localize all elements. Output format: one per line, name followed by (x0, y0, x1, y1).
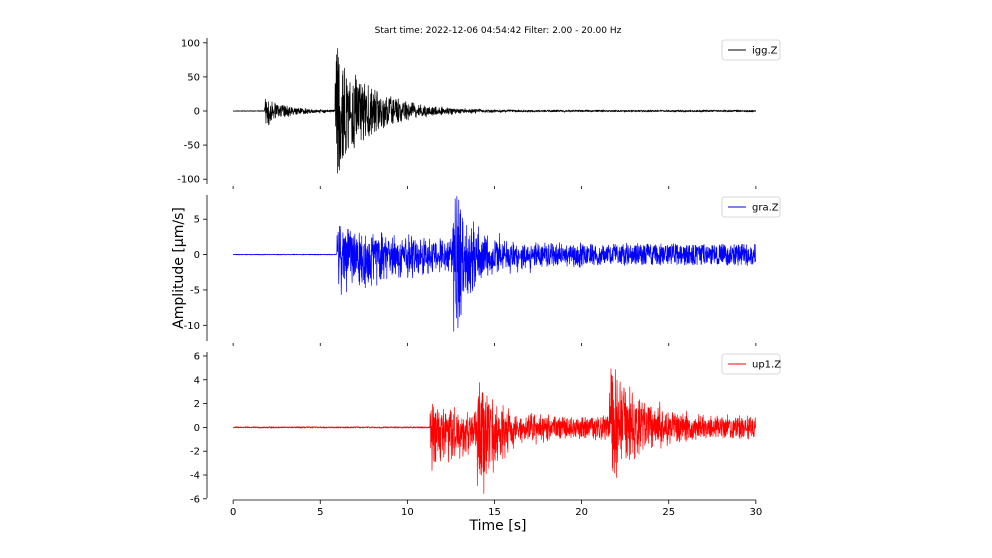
y-tick-label: 6 (194, 351, 200, 362)
y-axis-label: Amplitude [μm/s] (171, 207, 187, 329)
y-tick-label: -6 (190, 494, 200, 505)
panel-gra: 5 0 -5 -10 gra.Z (184, 195, 781, 346)
y-tick-label: 50 (187, 72, 200, 83)
x-axis: 0 5 10 15 20 25 30 (230, 499, 762, 518)
legend-box (721, 353, 781, 375)
y-tick-label: 0 (194, 250, 200, 261)
y-tick-label: 0 (194, 423, 200, 434)
y-tick-label: -5 (190, 285, 200, 296)
y-tick-label: 100 (181, 38, 200, 49)
x-tick-label: 15 (488, 507, 501, 518)
legend-label: gra.Z (752, 203, 779, 214)
y-tick-label: -50 (184, 141, 200, 152)
x-tick-label: 20 (575, 507, 588, 518)
trace-igg-z (232, 48, 756, 174)
x-tick-label: 10 (401, 507, 414, 518)
y-tick-label: 5 (194, 215, 200, 226)
x-axis-label: Time [s] (469, 518, 527, 534)
y-tick-label: -10 (184, 321, 200, 332)
panel-igg: 100 50 0 -50 -100 igg.Z (177, 38, 781, 189)
trace-up1-z (233, 368, 756, 494)
y-tick-label: 4 (194, 375, 200, 386)
y-tick-label: -100 (177, 175, 200, 186)
panel-up1: 6 4 2 0 -2 -4 -6 up1.Z (190, 351, 781, 505)
chart-title: Start time: 2022-12-06 04:54:42 Filter: … (375, 26, 622, 36)
legend-box (721, 39, 781, 61)
y-tick-label: 0 (194, 107, 200, 118)
legend-label: up1.Z (752, 360, 781, 371)
legend-label: igg.Z (752, 46, 778, 57)
x-tick-label: 0 (230, 507, 236, 518)
x-tick-label: 5 (317, 507, 323, 518)
x-tick-label: 30 (749, 507, 762, 518)
y-tick-label: -2 (190, 447, 200, 458)
y-tick-label: -4 (190, 471, 200, 482)
x-tick-label: 25 (662, 507, 675, 518)
legend-box (721, 196, 781, 218)
y-tick-label: 2 (194, 399, 200, 410)
trace-gra-z (232, 196, 756, 332)
